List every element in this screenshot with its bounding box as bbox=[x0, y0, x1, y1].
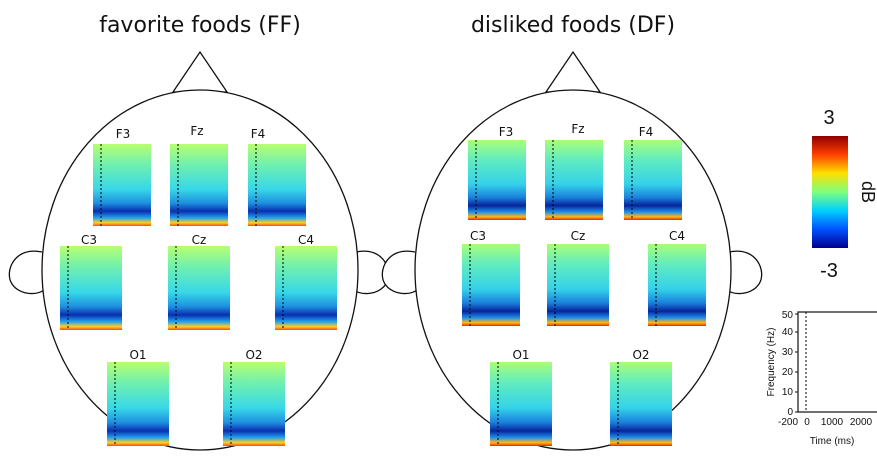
legend-axes-frame bbox=[797, 311, 877, 413]
electrode-label-f4: F4 bbox=[639, 125, 654, 139]
x-axis-label: Time (ms) bbox=[810, 436, 855, 447]
electrode-label-fz: Fz bbox=[190, 124, 203, 138]
electrode-label-fz: Fz bbox=[571, 122, 584, 136]
tf-map-fz bbox=[170, 144, 228, 226]
tf-map-cz bbox=[168, 246, 230, 330]
left-ear-shape bbox=[381, 250, 420, 295]
y-ticks bbox=[795, 313, 798, 413]
right-ear-shape bbox=[724, 250, 763, 295]
tf-map-c3 bbox=[462, 244, 520, 326]
nose-shape bbox=[171, 50, 229, 93]
colorbar-max-label: 3 bbox=[823, 107, 834, 129]
electrode-label-cz: Cz bbox=[571, 229, 586, 243]
tf-map-o1 bbox=[490, 362, 552, 446]
electrode-label-f3: F3 bbox=[499, 125, 514, 139]
tf-map-fz bbox=[545, 140, 603, 220]
tf-map-f3 bbox=[468, 140, 526, 220]
tf-map-f4 bbox=[624, 140, 682, 220]
nose-shape bbox=[544, 50, 602, 93]
colorbar-gradient bbox=[812, 136, 848, 248]
panel-title: favorite foods (FF) bbox=[99, 13, 301, 38]
y-tick-label: 10 bbox=[782, 387, 794, 398]
tf-map-f4 bbox=[248, 144, 306, 226]
tf-map-c4 bbox=[648, 244, 706, 326]
tf-map-f3 bbox=[93, 144, 151, 226]
electrode-label-f3: F3 bbox=[116, 127, 131, 141]
y-tick-label: 30 bbox=[782, 347, 794, 358]
tf-maps: F3 Fz F4 C3 Cz C4 O1 O2 bbox=[60, 124, 337, 446]
electrode-label-c4: C4 bbox=[669, 229, 685, 243]
electrode-label-o1: O1 bbox=[129, 348, 146, 362]
left-ear-shape bbox=[8, 250, 47, 295]
colorbar-min-label: -3 bbox=[820, 260, 838, 282]
tf-maps: F3 Fz F4 C3 Cz C4 O1 O2 bbox=[462, 122, 706, 446]
tf-map-o2 bbox=[610, 362, 672, 446]
tf-map-c4 bbox=[275, 246, 337, 330]
panel-favorite-foods: favorite foods (FF) F3 Fz F4 C3 Cz C4 bbox=[8, 13, 390, 451]
x-tick-label: 2000 bbox=[850, 417, 873, 428]
tf-map-o1 bbox=[107, 362, 169, 446]
x-tick-label: -200 bbox=[778, 417, 798, 428]
panel-title: disliked foods (DF) bbox=[471, 13, 675, 38]
x-tick-label: 1000 bbox=[821, 417, 844, 428]
y-tick-label: 20 bbox=[782, 367, 794, 378]
electrode-label-o1: O1 bbox=[512, 348, 529, 362]
tf-map-cz bbox=[547, 244, 609, 326]
electrode-label-c3: C3 bbox=[470, 229, 486, 243]
colorbar-unit: dB bbox=[858, 181, 877, 203]
y-tick-label: 50 bbox=[782, 310, 794, 321]
electrode-label-c4: C4 bbox=[298, 233, 314, 247]
panel-disliked-foods: disliked foods (DF) F3 Fz F4 C3 Cz C4 bbox=[381, 13, 763, 451]
electrode-label-cz: Cz bbox=[192, 233, 207, 247]
electrode-label-c3: C3 bbox=[81, 233, 97, 247]
y-tick-label: 40 bbox=[782, 327, 794, 338]
y-axis-label: Frequency (Hz) bbox=[766, 328, 777, 397]
legend-axes: 0 10 20 30 40 50 Frequency (Hz) -200 0 1… bbox=[766, 310, 877, 447]
tf-map-o2 bbox=[223, 362, 285, 446]
electrode-label-o2: O2 bbox=[632, 348, 649, 362]
tf-map-c3 bbox=[60, 246, 122, 330]
colorbar: 3 -3 dB bbox=[812, 107, 877, 282]
electrode-label-o2: O2 bbox=[245, 348, 262, 362]
x-tick-label: 0 bbox=[804, 417, 810, 428]
electrode-label-f4: F4 bbox=[251, 127, 266, 141]
y-tick-label: 0 bbox=[787, 407, 793, 418]
